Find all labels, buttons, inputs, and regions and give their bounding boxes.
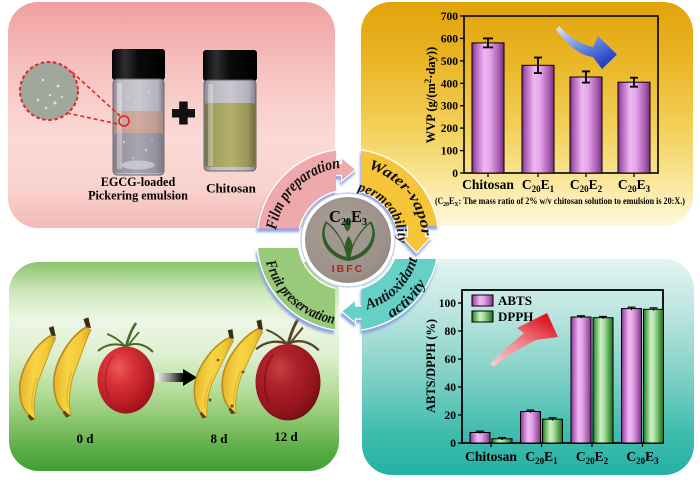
- svg-text:Chitosan: Chitosan: [465, 449, 517, 464]
- svg-text:Chitosan: Chitosan: [462, 177, 514, 192]
- svg-text:C20E1: C20E1: [522, 177, 555, 194]
- svg-text:C20E3: C20E3: [626, 449, 659, 466]
- svg-text:0 d: 0 d: [77, 431, 95, 446]
- svg-text:80: 80: [445, 326, 457, 338]
- svg-text:600: 600: [441, 33, 459, 45]
- svg-text:400: 400: [441, 78, 459, 90]
- svg-text:(C20EX: The mass ratio of 2% w: (C20EX: The mass ratio of 2% w/v chitosa…: [435, 196, 685, 208]
- svg-text:C20E2: C20E2: [576, 449, 609, 466]
- svg-text:Chitosan: Chitosan: [206, 181, 257, 196]
- svg-text:Pickering emulsion: Pickering emulsion: [88, 189, 188, 203]
- svg-text:40: 40: [445, 382, 457, 394]
- svg-text:WVP (g/(m2·day)): WVP (g/(m2·day)): [423, 47, 438, 144]
- svg-text:300: 300: [441, 101, 459, 113]
- svg-text:700: 700: [441, 11, 459, 23]
- svg-text:C20E3: C20E3: [618, 177, 651, 194]
- svg-text:20: 20: [445, 410, 457, 422]
- svg-text:EGCG-loaded: EGCG-loaded: [101, 175, 176, 189]
- svg-text:0: 0: [450, 438, 456, 450]
- svg-text:DPPH: DPPH: [498, 309, 533, 324]
- svg-text:IBFC: IBFC: [332, 263, 365, 275]
- svg-text:100: 100: [441, 146, 459, 158]
- svg-text:C20E1: C20E1: [525, 449, 558, 466]
- svg-text:0: 0: [452, 168, 458, 180]
- svg-text:ABTS/DPPH (%): ABTS/DPPH (%): [424, 319, 438, 413]
- svg-text:200: 200: [441, 123, 459, 135]
- svg-text:C20E3: C20E3: [329, 207, 367, 228]
- svg-text:60: 60: [445, 354, 457, 366]
- svg-text:ABTS: ABTS: [498, 293, 532, 308]
- svg-text:8 d: 8 d: [211, 431, 229, 446]
- svg-text:12 d: 12 d: [274, 429, 298, 444]
- svg-text:100: 100: [439, 298, 457, 310]
- svg-text:500: 500: [441, 56, 459, 68]
- svg-text:C20E2: C20E2: [570, 177, 603, 194]
